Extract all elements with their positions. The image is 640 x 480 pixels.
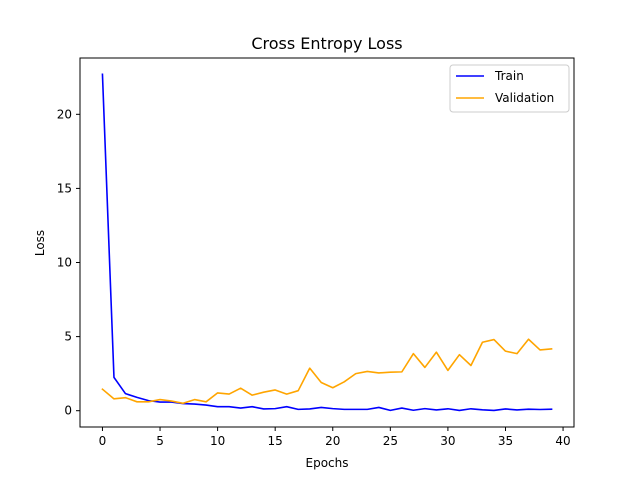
y-tick-label: 5 bbox=[64, 330, 72, 344]
series-line-train bbox=[101, 73, 553, 412]
x-tick-label: 30 bbox=[440, 434, 455, 448]
axes-frame bbox=[79, 57, 575, 428]
legend: Train Validation bbox=[449, 64, 570, 113]
legend-label-train: Train bbox=[494, 69, 524, 83]
x-tick-label: 5 bbox=[156, 434, 164, 448]
legend-label-validation: Validation bbox=[495, 91, 554, 105]
x-tick-label: 25 bbox=[383, 434, 398, 448]
x-axis-ticks: 0 5 10 15 20 25 30 35 40 bbox=[99, 427, 571, 448]
y-tick-label: 10 bbox=[57, 256, 72, 270]
x-tick-label: 0 bbox=[99, 434, 107, 448]
y-tick-label: 0 bbox=[64, 404, 72, 418]
x-axis-label: Epochs bbox=[306, 456, 349, 470]
series-line-validation bbox=[101, 338, 553, 405]
y-axis-ticks: 0 5 10 15 20 bbox=[57, 107, 80, 418]
y-tick-label: 15 bbox=[57, 181, 72, 195]
x-tick-label: 40 bbox=[555, 434, 570, 448]
y-axis-label: Loss bbox=[33, 230, 47, 256]
x-tick-label: 35 bbox=[498, 434, 513, 448]
chart-title: Cross Entropy Loss bbox=[251, 34, 402, 53]
x-tick-label: 10 bbox=[210, 434, 225, 448]
x-tick-label: 15 bbox=[268, 434, 283, 448]
plot-area: 0 5 10 15 20 25 30 35 40 0 5 10 15 20 bbox=[57, 57, 575, 448]
series-layer bbox=[101, 73, 553, 412]
y-tick-label: 20 bbox=[57, 107, 72, 121]
x-tick-label: 20 bbox=[325, 434, 340, 448]
